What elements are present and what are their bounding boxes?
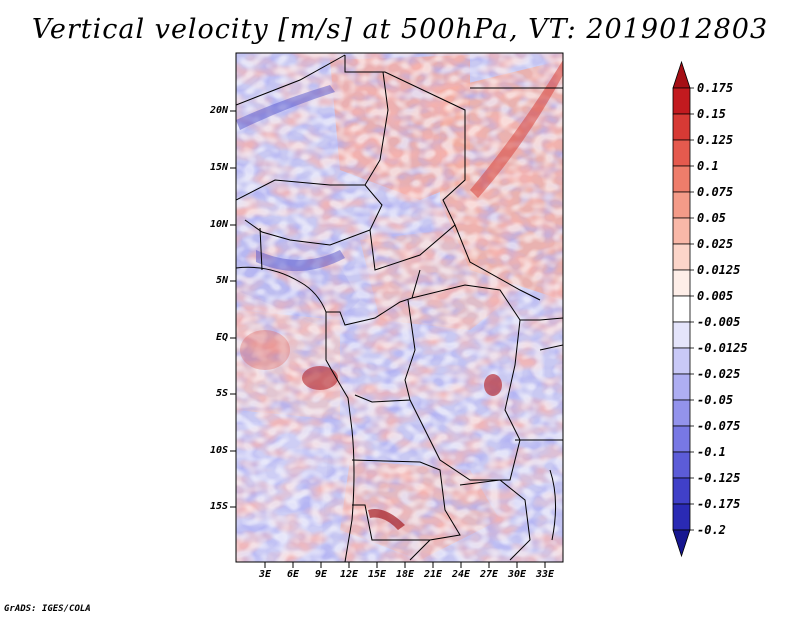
colorbar-label: 0.1 xyxy=(697,159,719,173)
colorbar-label: -0.0125 xyxy=(697,341,748,355)
colorbar-swatch xyxy=(672,165,691,193)
colorbar-swatch xyxy=(672,269,691,297)
colorbar-swatch xyxy=(672,243,691,271)
colorbar-label: 0.125 xyxy=(697,133,734,147)
velocity-field xyxy=(236,53,563,562)
colorbar-label: 0.05 xyxy=(697,211,726,225)
lat-label: 10N xyxy=(209,219,228,230)
colorbar-swatch xyxy=(672,295,691,323)
lon-label: 21E xyxy=(423,569,443,580)
colorbar xyxy=(672,60,694,558)
lat-label: 10S xyxy=(209,445,228,456)
colorbar-label: 0.075 xyxy=(697,185,734,199)
lat-label: 15S xyxy=(209,501,228,512)
colorbar-label: -0.025 xyxy=(697,367,741,381)
colorbar-swatch xyxy=(672,503,691,531)
colorbar-swatch xyxy=(672,60,691,89)
colorbar-swatch xyxy=(672,425,691,453)
colorbar-label: 0.15 xyxy=(697,107,726,121)
colorbar-swatch xyxy=(672,321,691,349)
colorbar-swatch xyxy=(672,529,691,558)
lon-label: 3E xyxy=(258,569,272,580)
lon-label: 30E xyxy=(507,569,527,580)
lon-label: 33E xyxy=(535,569,555,580)
colorbar-swatch xyxy=(672,217,691,245)
colorbar-label: 0.005 xyxy=(697,289,734,303)
colorbar-swatch xyxy=(672,191,691,219)
map-frame xyxy=(235,52,564,563)
map-title: Vertical velocity [m/s] at 500hPa, VT: 2… xyxy=(31,14,769,45)
colorbar-label: 0.175 xyxy=(697,81,734,95)
colorbar-swatch xyxy=(672,113,691,141)
lat-label: 5N xyxy=(215,275,228,286)
colorbar-swatch xyxy=(672,347,691,375)
colorbar-label: 0.0125 xyxy=(697,263,741,277)
lon-tick-marks xyxy=(264,562,546,568)
lat-label: 5S xyxy=(215,388,228,399)
lat-label: 20N xyxy=(209,105,228,116)
lon-label: 27E xyxy=(479,569,499,580)
colorbar-swatch xyxy=(672,373,691,401)
colorbar-label: -0.05 xyxy=(697,393,734,407)
colorbar-label: -0.075 xyxy=(697,419,741,433)
lon-label: 15E xyxy=(367,569,387,580)
colorbar-label: -0.2 xyxy=(697,523,726,537)
lon-label: 9E xyxy=(314,569,328,580)
colorbar-swatch xyxy=(672,399,691,427)
colorbar-label: -0.1 xyxy=(697,445,726,459)
credit-text: GrADS: IGES/COLA xyxy=(4,604,91,614)
lat-label: EQ xyxy=(215,332,228,343)
lon-label: 12E xyxy=(339,569,359,580)
lon-label: 6E xyxy=(286,569,300,580)
lon-label: 24E xyxy=(451,569,471,580)
colorbar-swatch xyxy=(672,139,691,167)
colorbar-label: -0.175 xyxy=(697,497,741,511)
lon-label: 18E xyxy=(395,569,415,580)
colorbar-swatch xyxy=(672,477,691,505)
country-boundaries xyxy=(236,54,563,562)
lat-label: 15N xyxy=(209,162,228,173)
colorbar-label: -0.125 xyxy=(697,471,741,485)
colorbar-label: 0.025 xyxy=(697,237,734,251)
lat-tick-marks xyxy=(230,110,236,508)
colorbar-swatch xyxy=(672,451,691,479)
colorbar-swatch xyxy=(672,87,691,115)
colorbar-label: -0.005 xyxy=(697,315,741,329)
